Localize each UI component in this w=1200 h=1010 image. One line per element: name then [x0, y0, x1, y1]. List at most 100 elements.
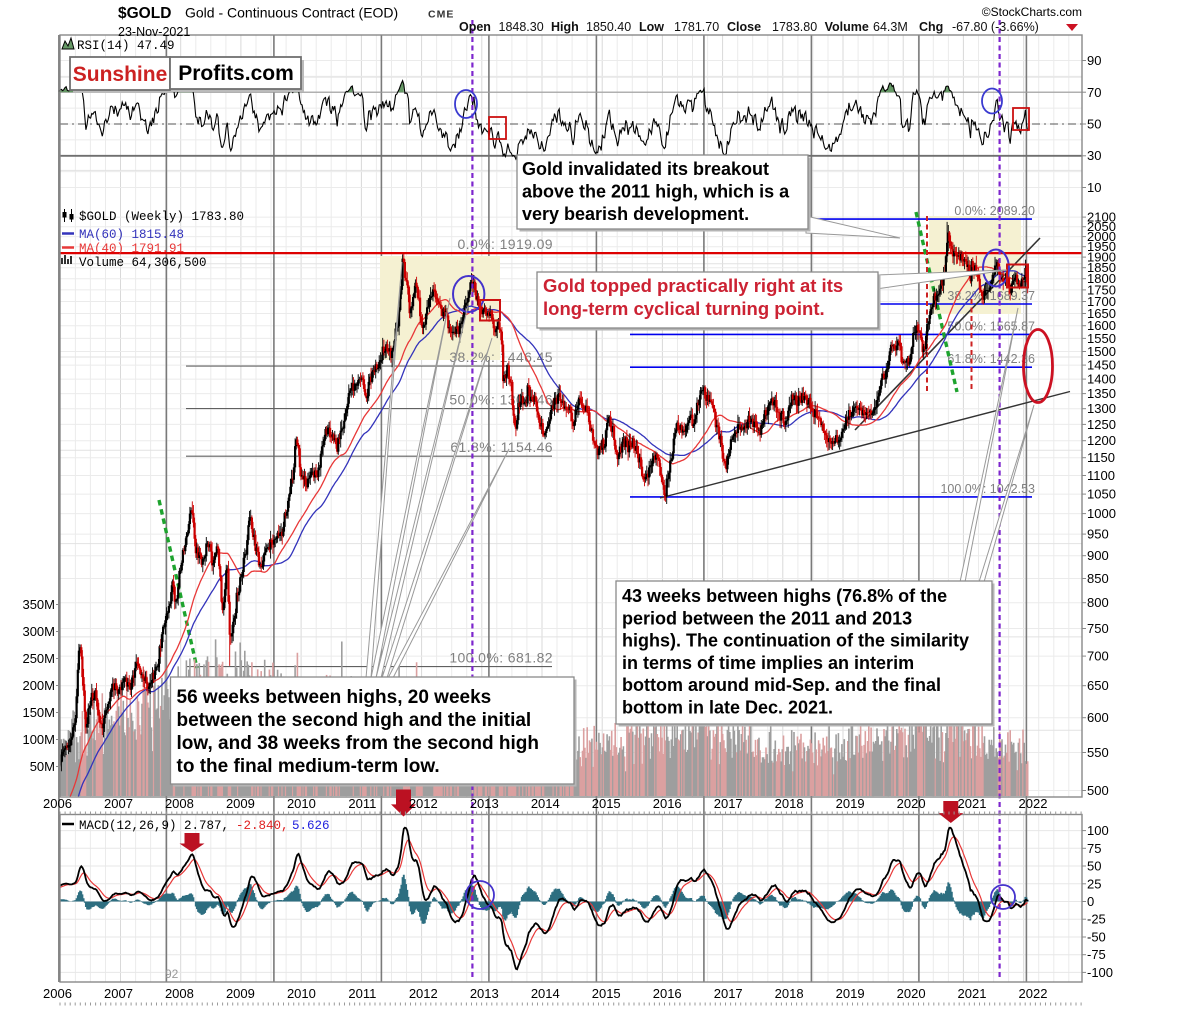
svg-text:500: 500 — [1087, 783, 1109, 798]
svg-text:2014: 2014 — [531, 796, 560, 811]
svg-text:-67.80 (-3.66%): -67.80 (-3.66%) — [952, 20, 1039, 34]
svg-text:RSI(14) 47.49: RSI(14) 47.49 — [77, 39, 175, 53]
svg-text:1950: 1950 — [1087, 239, 1116, 254]
svg-text:1650: 1650 — [1087, 306, 1116, 321]
svg-text:2012: 2012 — [409, 986, 438, 1001]
svg-text:100: 100 — [1087, 823, 1109, 838]
svg-text:Volume 64,306,500: Volume 64,306,500 — [79, 256, 207, 270]
svg-text:MA(40) 1791.91: MA(40) 1791.91 — [79, 242, 184, 256]
svg-text:2007: 2007 — [104, 796, 133, 811]
svg-text:1850.40: 1850.40 — [586, 20, 631, 34]
svg-text:950: 950 — [1087, 527, 1109, 542]
svg-text:900: 900 — [1087, 548, 1109, 563]
svg-text:1050: 1050 — [1087, 487, 1116, 502]
svg-text:200M: 200M — [22, 678, 55, 693]
svg-text:1450: 1450 — [1087, 358, 1116, 373]
svg-text:1700: 1700 — [1087, 294, 1116, 309]
svg-text:2009: 2009 — [226, 796, 255, 811]
svg-text:2011: 2011 — [348, 796, 376, 811]
svg-text:750: 750 — [1087, 621, 1109, 636]
svg-text:550: 550 — [1087, 745, 1109, 760]
svg-text:1000: 1000 — [1087, 506, 1116, 521]
svg-text:2006: 2006 — [43, 986, 72, 1001]
svg-text:2013: 2013 — [470, 796, 499, 811]
svg-text:1550: 1550 — [1087, 331, 1116, 346]
svg-text:2009: 2009 — [226, 986, 255, 1001]
svg-text:800: 800 — [1087, 595, 1109, 610]
svg-text:Profits.com: Profits.com — [178, 62, 294, 85]
svg-text:Gold - Continuous Contract (EO: Gold - Continuous Contract (EOD) — [185, 5, 398, 21]
svg-text:2014: 2014 — [531, 986, 560, 1001]
svg-text:Open: Open — [459, 20, 491, 34]
svg-text:Low: Low — [639, 20, 664, 34]
svg-text:-25: -25 — [1087, 912, 1106, 927]
svg-text:1900: 1900 — [1087, 250, 1116, 265]
svg-text:between the second high and th: between the second high and the initial — [177, 710, 532, 731]
svg-text:5.626: 5.626 — [292, 819, 330, 833]
svg-text:50: 50 — [1087, 117, 1101, 132]
svg-text:1350: 1350 — [1087, 386, 1116, 401]
svg-text:2008: 2008 — [165, 986, 194, 1001]
svg-text:High: High — [551, 20, 579, 34]
svg-text:2018: 2018 — [775, 796, 804, 811]
svg-text:2017: 2017 — [714, 796, 743, 811]
svg-text:in terms of time implies an in: in terms of time implies an interim — [622, 653, 914, 673]
svg-text:2018: 2018 — [775, 986, 804, 1001]
svg-text:-2.840,: -2.840, — [236, 819, 289, 833]
svg-text:2006: 2006 — [43, 796, 72, 811]
svg-text:long-term cyclical turning poi: long-term cyclical turning point. — [543, 298, 825, 319]
svg-text:1781.70: 1781.70 — [674, 20, 719, 34]
svg-text:Sunshine: Sunshine — [73, 63, 168, 86]
svg-text:1100: 1100 — [1087, 468, 1115, 483]
svg-text:2019: 2019 — [836, 796, 865, 811]
svg-text:MA(60) 1815.48: MA(60) 1815.48 — [79, 228, 184, 242]
svg-text:2016: 2016 — [653, 796, 682, 811]
svg-text:350M: 350M — [22, 597, 55, 612]
svg-text:2000: 2000 — [1087, 229, 1116, 244]
svg-text:90: 90 — [1087, 53, 1101, 68]
svg-text:2022: 2022 — [1019, 796, 1048, 811]
svg-text:70: 70 — [1087, 85, 1101, 100]
svg-text:2007: 2007 — [104, 986, 133, 1001]
svg-text:700: 700 — [1087, 649, 1109, 664]
svg-text:61.8%: 1154.46: 61.8%: 1154.46 — [450, 439, 553, 455]
svg-text:Gold topped practically right: Gold topped practically right at its — [543, 275, 843, 296]
svg-text:2020: 2020 — [897, 796, 926, 811]
svg-text:10: 10 — [1087, 180, 1101, 195]
svg-text:2050: 2050 — [1087, 219, 1116, 234]
svg-text:300M: 300M — [22, 624, 55, 639]
svg-text:Volume: Volume — [825, 20, 869, 34]
svg-text:1500: 1500 — [1087, 344, 1116, 359]
svg-text:2008: 2008 — [165, 796, 194, 811]
svg-text:2011: 2011 — [348, 986, 376, 1001]
svg-text:25: 25 — [1087, 876, 1101, 891]
svg-text:very bearish development.: very bearish development. — [522, 204, 749, 224]
svg-text:650: 650 — [1087, 678, 1109, 693]
svg-text:0.0%: 2089.20: 0.0%: 2089.20 — [954, 204, 1035, 218]
svg-text:highs). The continuation of th: highs). The continuation of the similari… — [622, 631, 969, 651]
svg-text:50M: 50M — [30, 759, 55, 774]
svg-text:low, and 38 weeks from the sec: low, and 38 weeks from the second high — [177, 733, 539, 754]
svg-text:©StockCharts.com: ©StockCharts.com — [982, 5, 1082, 19]
svg-text:43 weeks between highs (76.8%: 43 weeks between highs (76.8% of the — [622, 586, 947, 606]
svg-text:100.0%: 681.82: 100.0%: 681.82 — [449, 650, 553, 666]
svg-text:23-Nov-2021: 23-Nov-2021 — [118, 25, 190, 39]
svg-text:2022: 2022 — [1019, 986, 1048, 1001]
svg-text:Close: Close — [727, 20, 761, 34]
svg-text:Chg: Chg — [919, 20, 943, 34]
svg-text:2015: 2015 — [592, 986, 621, 1001]
svg-text:250M: 250M — [22, 651, 55, 666]
svg-text:100M: 100M — [22, 732, 55, 747]
svg-text:1150: 1150 — [1087, 450, 1115, 465]
svg-text:0.0%: 1919.09: 0.0%: 1919.09 — [458, 236, 554, 252]
svg-text:100.0%: 1042.53: 100.0%: 1042.53 — [940, 482, 1035, 496]
svg-text:2021: 2021 — [958, 986, 987, 1001]
svg-text:1400: 1400 — [1087, 372, 1116, 387]
svg-text:64.3M: 64.3M — [873, 20, 908, 34]
svg-text:CME: CME — [428, 9, 454, 21]
svg-text:50: 50 — [1087, 859, 1101, 874]
svg-text:2016: 2016 — [653, 986, 682, 1001]
svg-text:0: 0 — [1087, 894, 1094, 909]
svg-text:2013: 2013 — [470, 986, 499, 1001]
svg-text:2012: 2012 — [409, 796, 438, 811]
